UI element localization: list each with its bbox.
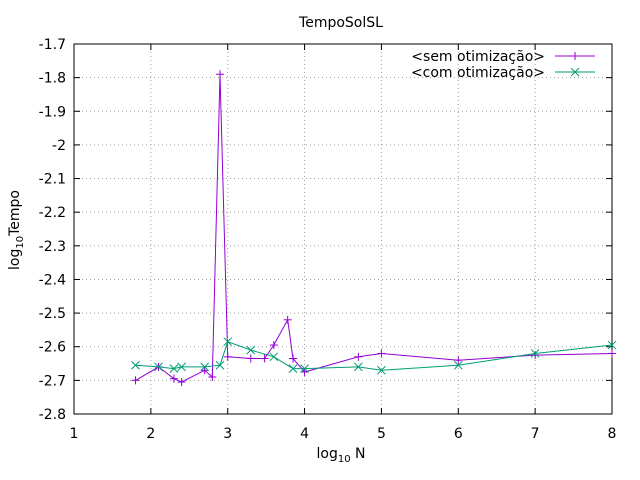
y-tick-label: -2.3 xyxy=(39,239,66,255)
y-tick-label: -2.2 xyxy=(39,205,66,221)
x-tick-label: 8 xyxy=(608,426,617,442)
data-point xyxy=(377,349,386,358)
plot-frame xyxy=(73,43,613,415)
y-axis-label-sub: 10 xyxy=(15,236,26,249)
series-layer xyxy=(131,70,617,387)
series-com-otimizacao xyxy=(131,337,617,375)
y-axis-label-suffix: Tempo xyxy=(7,190,23,237)
data-point xyxy=(354,352,363,361)
legend: <sem otimização><com otimização> xyxy=(411,49,595,81)
data-point xyxy=(530,349,540,358)
data-point xyxy=(300,364,309,373)
legend-marker xyxy=(570,67,580,77)
legend-label: <com otimização> xyxy=(411,65,545,81)
data-point xyxy=(246,345,256,355)
data-point xyxy=(131,360,140,370)
data-point xyxy=(283,315,292,324)
data-point xyxy=(377,365,386,375)
data-point xyxy=(354,362,363,372)
data-point xyxy=(177,378,186,387)
data-point xyxy=(131,376,140,385)
legend-marker xyxy=(571,52,579,60)
y-axis-label-prefix: log xyxy=(7,249,23,270)
data-point xyxy=(216,70,225,79)
series-sem-otimizacao xyxy=(131,70,616,387)
data-point xyxy=(208,373,217,381)
x-axis-label-prefix: log xyxy=(316,446,337,462)
data-point xyxy=(289,354,298,363)
data-point xyxy=(177,362,186,372)
x-tick-label: 2 xyxy=(146,426,155,442)
data-point xyxy=(260,354,269,363)
data-point xyxy=(269,341,278,350)
y-tick-label: -2.8 xyxy=(39,407,66,423)
data-point xyxy=(215,360,225,370)
legend-label: <sem otimização> xyxy=(411,49,545,65)
y-tick-label: -2.1 xyxy=(39,172,66,188)
data-point xyxy=(288,364,298,373)
data-point xyxy=(269,352,279,362)
data-point xyxy=(246,354,255,363)
y-tick-label: -1.7 xyxy=(39,37,66,53)
x-tick-label: 7 xyxy=(531,426,540,442)
data-point xyxy=(154,362,163,372)
data-point xyxy=(223,337,233,347)
y-tick-label: -2.6 xyxy=(39,340,66,356)
chart-title: TempoSolSL xyxy=(298,15,383,31)
data-point xyxy=(607,340,617,350)
x-tick-label: 6 xyxy=(454,426,463,442)
y-tick-label: -1.9 xyxy=(39,104,66,120)
grid-lines xyxy=(74,44,612,414)
data-point xyxy=(169,374,178,383)
x-axis-label: log10 N xyxy=(316,446,365,465)
y-tick-label: -2 xyxy=(52,138,66,154)
data-point xyxy=(453,360,463,370)
axis-ticks: 1 2 3 4 5 6 7 8 -2.8 -2.7 -2.6 -2.5 -2.4 -2.3 -2.2 -2.1… xyxy=(39,37,617,442)
x-tick-label: 3 xyxy=(223,426,232,442)
series-line xyxy=(135,74,613,383)
data-point xyxy=(531,351,540,360)
data-point xyxy=(223,352,232,361)
y-tick-label: -2.4 xyxy=(39,272,66,288)
data-point xyxy=(454,356,463,365)
x-axis-label-sub: 10 xyxy=(338,454,351,465)
data-point xyxy=(200,362,210,372)
x-tick-label: 5 xyxy=(377,426,386,442)
data-point xyxy=(169,364,179,373)
y-tick-label: -1.8 xyxy=(39,71,66,87)
data-point xyxy=(608,349,616,358)
x-tick-label: 4 xyxy=(300,426,309,442)
y-tick-label: -2.7 xyxy=(39,373,66,389)
y-tick-label: -2.5 xyxy=(39,306,66,322)
series-line xyxy=(135,341,613,371)
x-tick-label: 1 xyxy=(70,426,79,442)
y-axis-label: log10Tempo xyxy=(7,190,26,270)
x-axis-label-suffix: N xyxy=(351,446,366,462)
